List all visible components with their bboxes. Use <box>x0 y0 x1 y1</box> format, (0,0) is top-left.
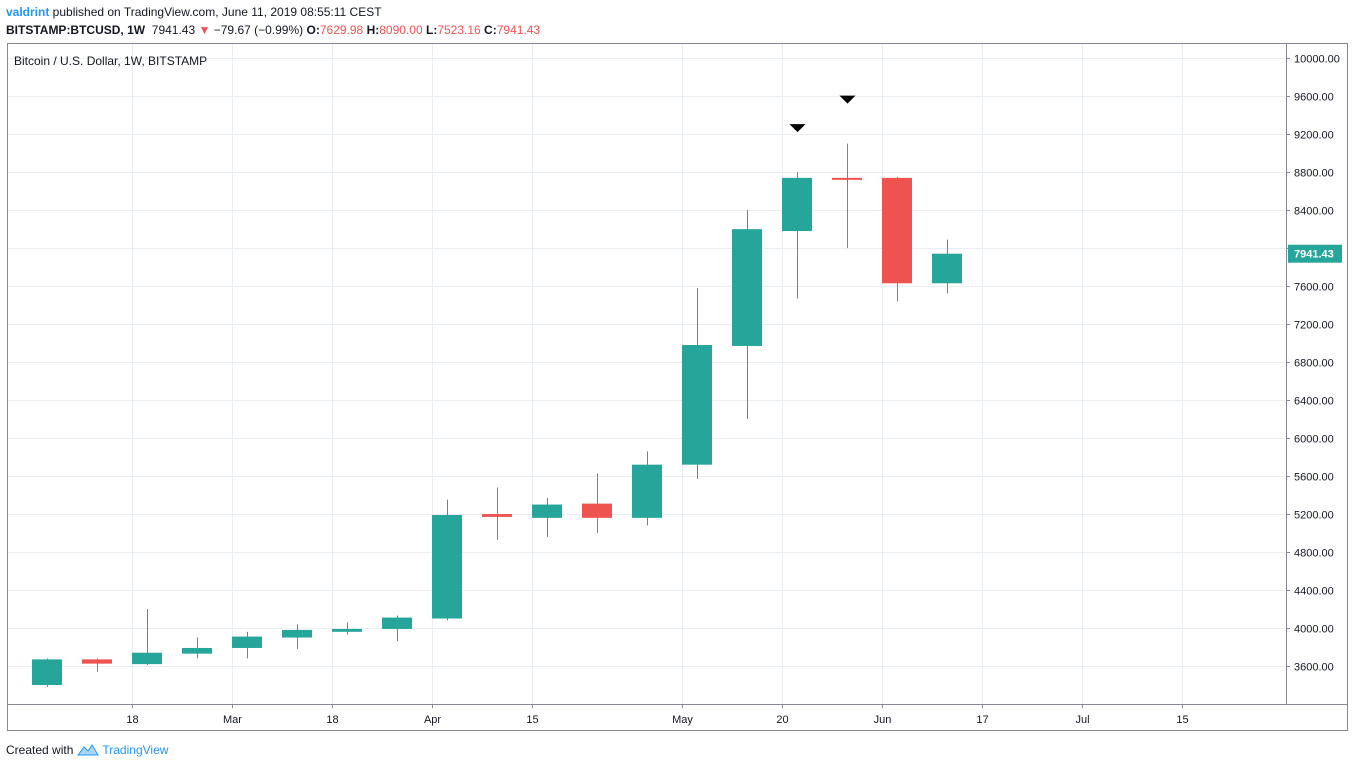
candle <box>182 637 212 659</box>
candle <box>282 624 312 649</box>
y-tick-label: 7200.00 <box>1294 320 1334 332</box>
x-tick-label: 20 <box>776 714 788 726</box>
candle-body <box>182 647 212 654</box>
candle-body <box>782 177 812 232</box>
x-tick-label: Jul <box>1075 714 1089 726</box>
candle-body <box>582 503 612 518</box>
x-tick-label: 17 <box>976 714 988 726</box>
grid-lines <box>7 43 1286 704</box>
candle-body <box>482 514 512 517</box>
candle-body <box>832 177 862 180</box>
x-tick-label: Apr <box>424 714 441 726</box>
y-tick-label: 4400.00 <box>1294 586 1334 598</box>
high-label: H: <box>366 23 380 37</box>
candle-body <box>382 617 412 629</box>
candle <box>232 631 262 659</box>
x-tick-label: May <box>672 714 693 726</box>
candle-body <box>332 628 362 632</box>
last-price-label: 7941.43 <box>1294 249 1334 261</box>
y-tick-label: 6800.00 <box>1294 358 1334 370</box>
y-tick-label: 7600.00 <box>1294 282 1334 294</box>
candle <box>732 210 762 420</box>
open-label: O: <box>306 23 320 37</box>
y-tick-label: 5200.00 <box>1294 510 1334 522</box>
price-change: −79.67 (−0.99%) <box>213 23 304 37</box>
sell-marker-icon <box>789 124 806 133</box>
ohlc-line: BITSTAMP:BTCUSD, 1W 7941.43 ▼ −79.67 (−0… <box>6 23 540 37</box>
tradingview-logo-icon <box>77 744 100 756</box>
y-tick-label: 6000.00 <box>1294 434 1334 446</box>
down-triangle-icon: ▼ <box>198 23 211 37</box>
x-tick-label: 15 <box>526 714 538 726</box>
x-tick-label: 18 <box>126 714 138 726</box>
sell-marker-icon <box>839 95 856 104</box>
candle <box>532 497 562 537</box>
close-value: 7941.43 <box>496 23 541 37</box>
candle <box>832 143 862 249</box>
candle <box>82 658 112 672</box>
candle-body <box>732 229 762 346</box>
footer: Created with TradingView <box>6 743 168 757</box>
candle-body <box>432 515 462 619</box>
x-tick-label: Jun <box>874 714 892 726</box>
last-price-label-bg <box>1288 244 1342 263</box>
candle <box>782 172 812 299</box>
x-tick-label: 18 <box>326 714 338 726</box>
candle <box>432 499 462 621</box>
candle-body <box>932 253 962 284</box>
candle <box>882 176 912 302</box>
high-value: 8090.00 <box>379 23 423 37</box>
tradingview-link[interactable]: TradingView <box>102 743 169 757</box>
candle-body <box>132 652 162 665</box>
open-value: 7629.98 <box>319 23 364 37</box>
created-with-text: Created with <box>6 743 74 757</box>
chart-title: Bitcoin / U.S. Dollar, 1W, BITSTAMP <box>14 54 207 68</box>
y-tick-label: 10000.00 <box>1294 54 1340 66</box>
candle-body <box>532 504 562 518</box>
y-tick-label: 9200.00 <box>1294 130 1334 142</box>
candle <box>332 622 362 635</box>
publish-info: valdrint published on TradingView.com, J… <box>6 5 382 19</box>
y-tick-label: 6400.00 <box>1294 396 1334 408</box>
candle-body <box>632 464 662 518</box>
candle-body <box>882 177 912 284</box>
candle <box>632 451 662 526</box>
y-tick-label: 8800.00 <box>1294 168 1334 180</box>
y-tick-label: 9600.00 <box>1294 92 1334 104</box>
candle <box>932 239 962 294</box>
candle-body <box>82 659 112 664</box>
time-axis[interactable]: 18 Mar 18 Apr 15 May 20 Jun 17 Jul 15 <box>126 704 1189 726</box>
y-tick-label: 5600.00 <box>1294 472 1334 484</box>
low-value: 7523.16 <box>437 23 481 37</box>
markers <box>789 95 856 133</box>
symbol-label: BITSTAMP:BTCUSD, 1W <box>6 23 146 37</box>
x-tick-label: Mar <box>223 714 242 726</box>
y-tick-label: 4800.00 <box>1294 548 1334 560</box>
candle <box>482 487 512 540</box>
low-label: L: <box>425 23 438 37</box>
candle-body <box>232 636 262 648</box>
candle-body <box>682 345 712 465</box>
candles <box>32 143 962 687</box>
y-tick-label: 4000.00 <box>1294 624 1334 636</box>
y-tick-label: 3600.00 <box>1294 662 1334 674</box>
close-label: C: <box>484 23 497 37</box>
x-tick-label: 15 <box>1176 714 1188 726</box>
author-link[interactable]: valdrint <box>6 5 50 19</box>
candle <box>382 615 412 642</box>
candle-body <box>282 629 312 638</box>
candle <box>32 658 62 687</box>
candle <box>582 473 612 534</box>
last-price: 7941.43 <box>151 23 196 37</box>
y-tick-label: 8400.00 <box>1294 206 1334 218</box>
published-text: published on TradingView.com, June 11, 2… <box>49 5 382 19</box>
price-axis[interactable]: 10000.009600.009200.008800.008400.008000… <box>1286 54 1342 674</box>
chart-frame <box>7 43 1348 731</box>
candle <box>132 609 162 666</box>
candle <box>682 288 712 479</box>
candle-body <box>32 659 62 686</box>
